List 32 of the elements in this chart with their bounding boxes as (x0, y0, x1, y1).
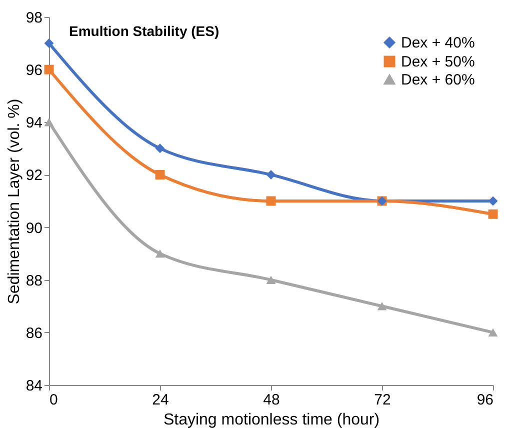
point (155, 144, 165, 154)
legend-label: Dex + 50% (401, 54, 475, 70)
x-tick-label: 0 (50, 392, 58, 408)
x-axis-title: Staying motionless time (hour) (163, 412, 380, 428)
legend-label: Dex + 60% (401, 72, 475, 88)
y-tick-label: 98 (26, 10, 42, 26)
point (155, 170, 165, 180)
point (488, 328, 498, 337)
y-tick-label: 88 (26, 272, 42, 290)
point (266, 196, 276, 206)
y-tick-label: 94 (26, 114, 42, 132)
y-tick-label: 96 (26, 62, 42, 80)
point (44, 64, 54, 74)
point (44, 118, 54, 126)
y-tick-label: 86 (26, 324, 42, 342)
y-tick-label: 90 (26, 220, 42, 237)
x-tick-label: 96 (476, 392, 494, 408)
point (44, 38, 54, 48)
point (488, 209, 498, 219)
point (377, 302, 387, 310)
point (266, 170, 276, 180)
x-tick-label: 48 (263, 392, 280, 408)
y-axis-title: Sedimentation Layer (vol. %) (6, 98, 23, 304)
point (488, 196, 498, 206)
x-tick-label: 24 (152, 392, 169, 408)
x-tick-label: 72 (374, 392, 391, 408)
point (155, 249, 165, 258)
point (266, 276, 276, 284)
legend-label: Dex + 40% (401, 34, 475, 52)
chart-title: Emultion Stability (ES) (69, 23, 220, 39)
y-tick-label: 84 (26, 378, 42, 394)
y-tick-label: 92 (26, 167, 42, 184)
